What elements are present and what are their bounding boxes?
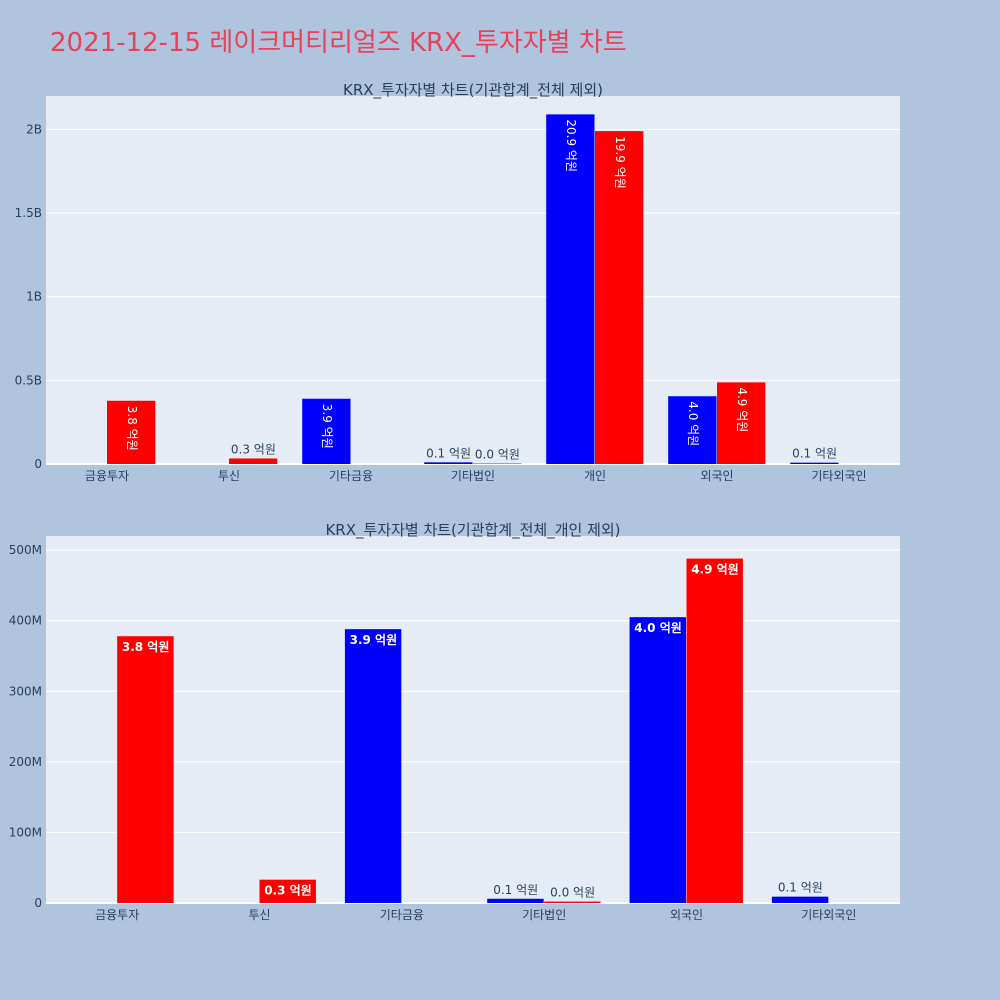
y-tick-label: 0	[34, 896, 42, 910]
sell-bar	[117, 636, 174, 903]
y-tick-label: 1B	[26, 290, 42, 304]
data-label: 4.9 억원	[691, 563, 739, 577]
data-label: 0.1 억원	[778, 881, 823, 895]
sell-bar	[717, 382, 766, 464]
y-tick-label: 500M	[9, 543, 42, 557]
data-label: 3.9 억원	[350, 633, 398, 647]
buy-bar	[344, 629, 402, 903]
sell-bar	[259, 879, 316, 903]
buy-bar	[487, 898, 544, 903]
sell-bar	[229, 458, 278, 464]
x-tick-label: 기타법인	[451, 469, 495, 483]
y-tick-label: 2B	[26, 122, 42, 136]
y-tick-label: 1.5B	[15, 206, 42, 220]
x-tick-label: 개인	[584, 469, 606, 483]
sell-bar	[595, 131, 644, 465]
sell-bar	[544, 901, 601, 903]
data-label: 19.9 억원	[613, 136, 627, 189]
plot-area	[46, 536, 900, 903]
x-tick-label: 투신	[248, 908, 270, 922]
buy-bar	[302, 398, 351, 464]
buy-bar	[668, 396, 717, 464]
data-label: 0.3 억원	[231, 442, 276, 456]
x-tick-label: 기타외국인	[811, 469, 866, 483]
data-label: 0.1 억원	[493, 883, 538, 897]
sell-bar	[107, 400, 156, 464]
data-label: 3.8 억원	[125, 406, 139, 451]
data-label: 0.0 억원	[475, 447, 520, 461]
chart-title: KRX_투자자별 차트(기관합계_전체_개인 제외)	[325, 521, 620, 540]
data-label: 3.8 억원	[122, 640, 170, 654]
x-tick-label: 기타금융	[380, 908, 424, 922]
data-label: 0.1 억원	[792, 447, 837, 461]
page-title: 2021-12-15 레이크머티리얼즈 KRX_투자자별 차트	[50, 28, 627, 58]
data-label: 4.9 억원	[735, 387, 749, 432]
x-tick-label: 기타금융	[329, 469, 373, 483]
y-tick-label: 100M	[9, 825, 42, 839]
x-tick-label: 기타법인	[522, 908, 566, 922]
data-label: 4.0 억원	[686, 401, 700, 446]
y-tick-label: 0	[34, 457, 42, 471]
chart-title: KRX_투자자별 차트(기관합계_전체 제외)	[343, 81, 603, 100]
buy-bar	[424, 462, 473, 464]
bar-chart-including-individual: KRX_투자자별 차트(기관합계_전체 제외) 0 0.5B 1B 1.5B 2B 금융투자…	[15, 81, 900, 483]
data-label: 0.0 억원	[550, 886, 595, 900]
x-tick-label: 외국인	[670, 908, 703, 922]
y-tick-label: 400M	[9, 614, 42, 628]
data-label: 0.3 억원	[264, 884, 312, 898]
sell-bar	[473, 463, 522, 464]
data-label: 4.0 억원	[634, 621, 682, 635]
buy-bar	[790, 462, 839, 464]
x-tick-label: 금융투자	[85, 469, 129, 483]
sell-bar	[686, 558, 743, 903]
data-label: 20.9 억원	[564, 119, 578, 172]
x-tick-label: 기타외국인	[801, 908, 856, 922]
buy-bar	[546, 114, 595, 465]
x-tick-label: 외국인	[700, 469, 733, 483]
x-tick-label: 금융투자	[95, 908, 139, 922]
y-tick-label: 300M	[9, 684, 42, 698]
buy-bar	[771, 896, 829, 903]
y-tick-label: 200M	[9, 755, 42, 769]
data-label: 0.1 억원	[426, 446, 471, 460]
x-tick-label: 투신	[218, 469, 240, 483]
buy-bar	[629, 617, 686, 903]
data-label: 3.9 억원	[320, 404, 334, 449]
y-tick-label: 0.5B	[15, 373, 42, 387]
